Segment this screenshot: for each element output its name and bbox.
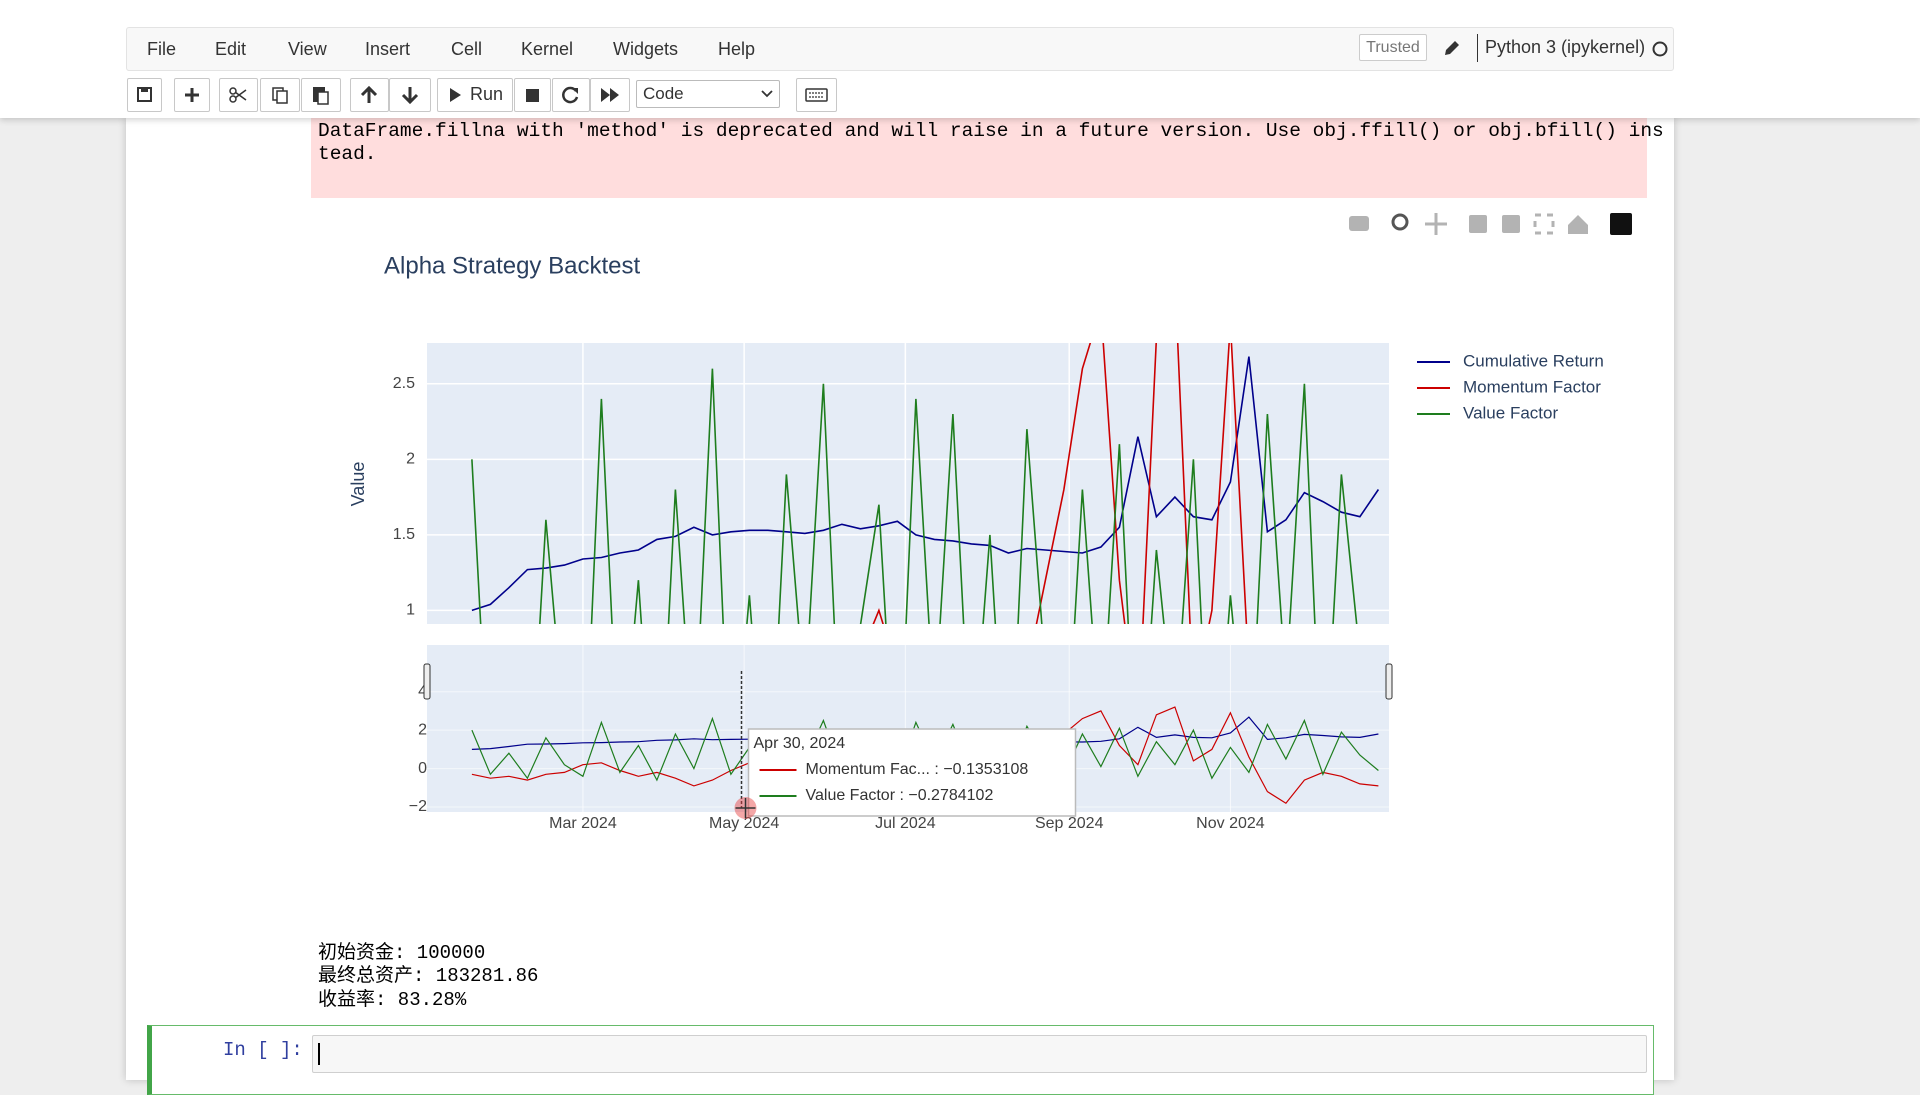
save-button[interactable] xyxy=(127,78,162,112)
y-tick-label: 2 xyxy=(406,451,415,468)
menu-widgets[interactable]: Widgets xyxy=(613,39,679,59)
header: File Edit View Insert Cell Kernel Widget… xyxy=(0,0,1920,118)
warning-line: tead. xyxy=(318,143,377,165)
modebar-autoscale[interactable] xyxy=(1533,213,1555,235)
menu-kernel[interactable]: Kernel xyxy=(521,39,574,59)
rangeslider-y-tick-label: 4 xyxy=(418,683,427,700)
tooltip-box xyxy=(747,728,1077,817)
output-line: 初始资金: 100000 xyxy=(318,942,486,964)
series-line xyxy=(471,356,1380,612)
tooltip-line: Momentum Fac... : −0.1353108 xyxy=(806,761,1029,778)
tooltip-date: Apr 30, 2024 xyxy=(754,735,846,752)
x-tick-label: Sep 2024 xyxy=(1035,815,1104,832)
x-tick-label: Mar 2024 xyxy=(549,815,617,832)
kernel-status xyxy=(1652,41,1668,57)
modebar-snapshot[interactable] xyxy=(1349,216,1369,231)
modebar-pan[interactable] xyxy=(1425,213,1447,235)
cell-type-select[interactable]: Code xyxy=(636,80,780,108)
output-line: 最终总资产: 183281.86 xyxy=(318,965,539,987)
menu-file[interactable]: File xyxy=(147,39,177,59)
run-label: Run xyxy=(470,84,504,104)
text-cursor xyxy=(318,1043,320,1065)
y-tick-label: 1.5 xyxy=(393,526,415,543)
legend-label: Value Factor xyxy=(1463,403,1558,422)
y-axis-label: Value xyxy=(348,462,368,507)
y-tick-label: 1 xyxy=(406,602,415,619)
command-palette-button[interactable] xyxy=(796,78,837,112)
y-tick-label: 2.5 xyxy=(393,375,415,392)
input-prompt: In [ ]: xyxy=(223,1039,303,1061)
paste-button[interactable] xyxy=(301,78,341,112)
menu-help[interactable]: Help xyxy=(718,39,756,59)
cell-type-label: Code xyxy=(643,84,684,103)
interrupt-button[interactable] xyxy=(514,78,551,112)
modebar-zoom-in[interactable] xyxy=(1469,215,1487,233)
modebar-zoom-out[interactable] xyxy=(1502,215,1520,233)
separator xyxy=(1477,34,1478,62)
x-tick-label: Nov 2024 xyxy=(1196,815,1265,832)
rangeslider-y-tick-label: 0 xyxy=(418,760,427,777)
modebar-reset[interactable] xyxy=(1568,215,1588,234)
rangeslider-y-tick-label: 2 xyxy=(418,721,427,738)
insert-button[interactable] xyxy=(174,78,210,112)
rangeslider-handle[interactable] xyxy=(423,663,431,700)
x-tick-label: Jul 2024 xyxy=(875,815,936,832)
move-up-button[interactable] xyxy=(350,78,389,112)
menu-view[interactable]: View xyxy=(288,39,327,59)
rangeslider-y-tick-label: −2 xyxy=(409,798,427,815)
modebar xyxy=(1349,213,1632,235)
tooltip-line: Value Factor : −0.2784102 xyxy=(806,787,994,804)
edit-icon[interactable] xyxy=(1442,38,1462,58)
move-down-button[interactable] xyxy=(389,78,431,112)
legend-label: Cumulative Return xyxy=(1463,351,1604,370)
kernel-name[interactable]: Python 3 (ipykernel) xyxy=(1485,37,1646,57)
legend-label: Momentum Factor xyxy=(1463,377,1601,396)
restart-button[interactable] xyxy=(552,78,590,112)
code-input[interactable] xyxy=(312,1035,1647,1073)
cut-button[interactable] xyxy=(219,78,258,112)
copy-button[interactable] xyxy=(260,78,300,112)
series-line xyxy=(872,343,1248,624)
menu-cell[interactable]: Cell xyxy=(451,39,483,59)
warning-line: DataFrame.fillna with 'method' is deprec… xyxy=(318,120,1664,142)
menu-insert[interactable]: Insert xyxy=(365,39,411,59)
restart-run-all-button[interactable] xyxy=(590,78,630,112)
trusted-indicator[interactable]: Trusted xyxy=(1359,34,1427,61)
output-line: 收益率: 83.28% xyxy=(318,989,467,1011)
chart-title: Alpha Strategy Backtest xyxy=(384,252,640,279)
mouse-cursor xyxy=(735,798,756,818)
run-button[interactable]: Run xyxy=(437,78,513,112)
stderr-output: DataFrame.fillna with 'method' is deprec… xyxy=(311,118,1664,198)
menu-edit[interactable]: Edit xyxy=(215,39,247,59)
series-line xyxy=(471,368,1358,624)
modebar-plotly-logo[interactable] xyxy=(1610,213,1632,235)
rangeslider-handle[interactable] xyxy=(1385,663,1393,700)
x-tick-label: May 2024 xyxy=(709,815,779,832)
modebar-zoom[interactable] xyxy=(1391,213,1409,231)
